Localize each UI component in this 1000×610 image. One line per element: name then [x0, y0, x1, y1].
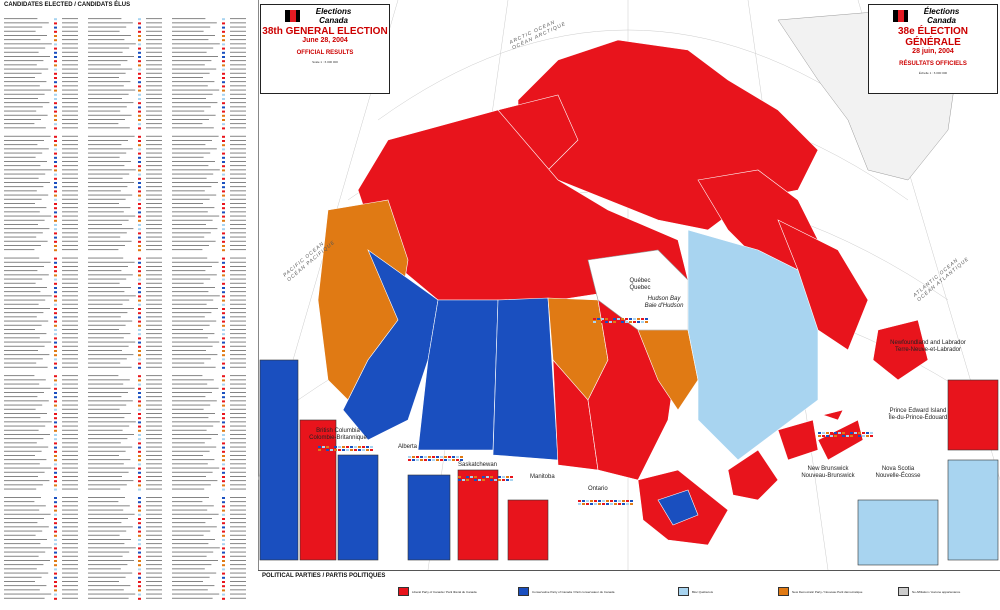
legend-item-bloc: Bloc Québécois — [678, 587, 713, 596]
swatch-ndp — [778, 587, 789, 596]
region-saskatchewan — [492, 297, 559, 461]
elections-canada-logo-fr: Élections Canada — [893, 7, 973, 25]
legend-title: POLITICAL PARTIES / PARTIS POLITIQUES — [262, 573, 386, 579]
tally-alberta — [408, 456, 463, 461]
region-newfoundland — [872, 319, 929, 381]
swatch-independent — [898, 587, 909, 596]
tally-pei — [818, 432, 873, 437]
region-new-brunswick — [777, 419, 819, 461]
inset-maps — [259, 359, 999, 566]
label-manitoba: Manitoba — [530, 474, 555, 480]
title-english: 38th GENERAL ELECTION — [262, 26, 388, 37]
region-nova-scotia — [817, 419, 864, 461]
label-nova-scotia: Nova Scotia Nouvelle-Écosse — [875, 466, 921, 479]
legend-item-conservative: Conservative Party of Canada / Parti con… — [518, 587, 614, 596]
legend: POLITICAL PARTIES / PARTIS POLITIQUES Li… — [258, 570, 1000, 607]
canada-map — [258, 0, 1000, 570]
tally-ontario — [578, 500, 633, 505]
label-pei: Prince Edward Island Île-du-Prince-Édouar… — [888, 408, 948, 421]
legend-item-ndp: New Democratic Party / Nouveau Parti dém… — [778, 587, 862, 596]
tally-quebec — [593, 318, 648, 323]
official-results: OFFICIAL RESULTS — [296, 50, 354, 56]
tally-bc — [318, 446, 373, 451]
region-quebec-south-liberal — [727, 449, 779, 501]
elections-canada-logo: Elections Canada — [285, 7, 365, 25]
date-english: June 28, 2004 — [302, 37, 348, 44]
region-alberta — [417, 299, 499, 451]
title-block-english: Elections Canada 38th GENERAL ELECTION J… — [260, 4, 390, 94]
candidate-list-lines — [4, 18, 246, 600]
label-hudson-bay: Hudson Bay Baie d'Hudson — [644, 296, 684, 309]
title-french: 38e ÉLECTION GÉNÉRALE — [897, 26, 969, 48]
legend-item-liberal: Liberal Party of Canada / Parti libéral … — [398, 587, 477, 596]
scale-english: Scale 1 : 6 000 000 — [312, 60, 338, 64]
map-area: Elections Canada 38th GENERAL ELECTION J… — [258, 0, 1000, 570]
label-saskatchewan: Saskatchewan — [458, 462, 498, 468]
label-newfoundland: Newfoundland and Labrador Terre-Neuve-et-… — [890, 340, 966, 353]
label-alberta: Alberta — [398, 444, 418, 450]
label-ontario: Ontario — [588, 486, 608, 492]
region-ontario-blue — [657, 489, 699, 526]
swatch-bloc — [678, 587, 689, 596]
candidates-panel: CANDIDATES ELECTED / CANDIDATS ÉLUS — [0, 0, 259, 606]
resultats-officiels: RÉSULTATS OFFICIELS — [899, 61, 967, 67]
tally-sask — [458, 476, 513, 481]
swatch-conservative — [518, 587, 529, 596]
date-french: 28 juin, 2004 — [912, 48, 954, 55]
region-labrador — [777, 219, 869, 351]
label-quebec: Québec Quebec — [629, 278, 651, 291]
label-bc: British Columbia Colombie-Britannique — [309, 428, 367, 441]
title-block-french: Élections Canada 38e ÉLECTION GÉNÉRALE 2… — [868, 4, 998, 94]
swatch-liberal — [398, 587, 409, 596]
candidates-heading: CANDIDATES ELECTED / CANDIDATS ÉLUS — [4, 2, 131, 8]
legend-item-independent: No Affiliation / Aucune appartenance — [898, 587, 960, 596]
label-new-brunswick: New Brunswick Nouveau-Brunswick — [801, 466, 855, 479]
scale-french: Échelle 1 : 6 000 000 — [918, 71, 948, 75]
region-quebec — [687, 229, 819, 461]
region-pei — [821, 409, 844, 421]
